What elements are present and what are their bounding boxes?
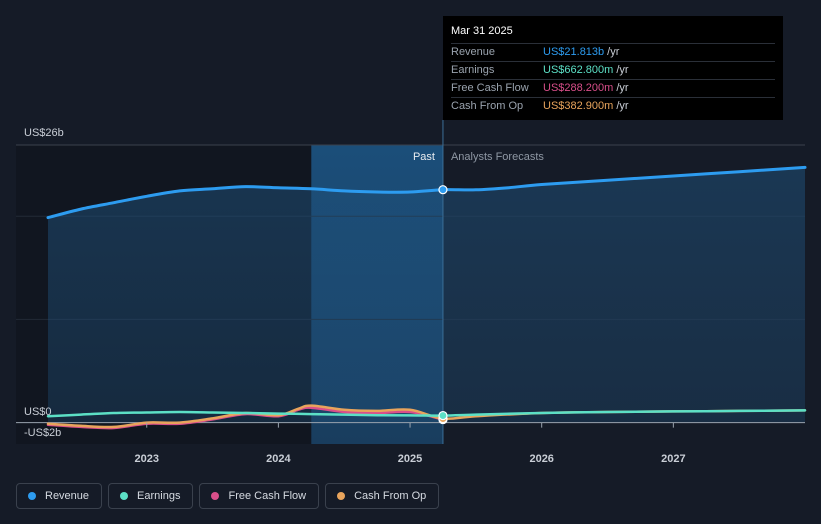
tooltip-unit: /yr <box>616 100 629 112</box>
tooltip-row: Cash From Op US$382.900m/yr <box>451 97 775 115</box>
legend-item-free-cash-flow[interactable]: Free Cash Flow <box>199 483 320 509</box>
y-axis-zero-label: US$0 <box>24 406 52 418</box>
x-tick-label: 2025 <box>398 453 422 465</box>
revenue-marker <box>438 185 448 195</box>
y-axis-bottom-label: -US$2b <box>24 427 61 439</box>
tooltip-label: Earnings <box>451 64 495 76</box>
x-tick-label: 2027 <box>661 453 685 465</box>
legend-label: Revenue <box>45 490 90 502</box>
past-label: Past <box>413 151 435 163</box>
earnings-marker <box>438 410 448 421</box>
series-lines <box>46 165 807 430</box>
tooltip-label: Revenue <box>451 46 496 58</box>
legend-label: Cash From Op <box>354 490 427 502</box>
x-tick-label: 2024 <box>266 453 291 465</box>
tooltip-unit: /yr <box>616 64 629 76</box>
tooltip-value: US$288.200m <box>543 82 614 94</box>
x-axis-ticks: 2023 2024 2025 2026 2027 <box>134 422 686 465</box>
tooltip-unit: /yr <box>616 82 629 94</box>
revenue-line <box>46 165 807 220</box>
tooltip-unit: /yr <box>607 46 620 58</box>
legend: Revenue Earnings Free Cash Flow Cash From O… <box>16 483 440 509</box>
tooltip: Mar 31 2025 Revenue US$21.813b/yr Earnings… <box>443 16 783 120</box>
tooltip-row: Revenue US$21.813b/yr <box>451 43 775 61</box>
x-tick-label: 2023 <box>134 453 158 465</box>
tooltip-label: Cash From Op <box>451 100 524 112</box>
revenue-area-fill <box>48 167 805 423</box>
tooltip-date: Mar 31 2025 <box>451 25 513 37</box>
tooltip-value: US$662.800m <box>543 64 614 76</box>
earnings-line <box>46 409 807 418</box>
legend-item-revenue[interactable]: Revenue <box>16 483 103 509</box>
legend-label: Free Cash Flow <box>228 490 307 502</box>
legend-dot-icon <box>211 492 220 500</box>
tooltip-row: Free Cash Flow US$288.200m/yr <box>451 79 775 97</box>
y-axis-top-label: US$26b <box>24 127 64 139</box>
tooltip-value: US$21.813b <box>543 46 605 58</box>
legend-item-cash-from-op[interactable]: Cash From Op <box>325 483 440 509</box>
legend-dot-icon <box>120 492 129 500</box>
legend-item-earnings[interactable]: Earnings <box>108 483 194 509</box>
tooltip-value: US$382.900m <box>543 100 614 112</box>
series-markers <box>438 185 448 425</box>
tooltip-label: Free Cash Flow <box>451 82 529 94</box>
x-tick-label: 2026 <box>529 453 553 465</box>
tooltip-row: Earnings US$662.800m/yr <box>451 61 775 79</box>
legend-dot-icon <box>337 492 346 500</box>
forecast-label: Analysts Forecasts <box>451 151 544 163</box>
legend-dot-icon <box>28 492 36 500</box>
legend-label: Earnings <box>137 490 181 502</box>
